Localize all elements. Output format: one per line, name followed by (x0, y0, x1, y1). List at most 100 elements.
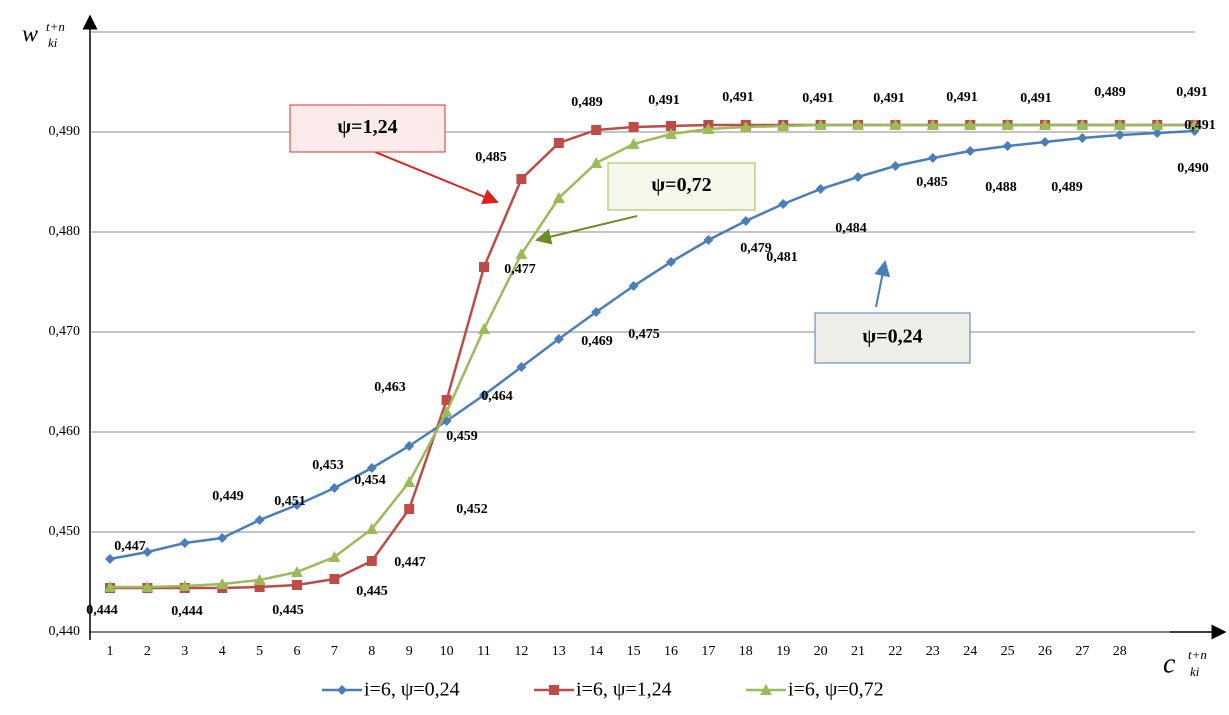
x-tick-label: 19 (776, 644, 790, 659)
marker (1113, 119, 1126, 130)
marker (1152, 128, 1163, 138)
x-tick-label: 1 (107, 644, 114, 659)
marker (778, 199, 789, 209)
x-tick-label: 18 (739, 644, 753, 659)
data-annotation: 0,469 (581, 334, 613, 349)
marker (404, 504, 415, 514)
x-tick-label: 17 (701, 644, 715, 659)
data-annotation: 0,475 (628, 327, 660, 342)
data-annotation: 0,452 (456, 502, 488, 517)
callout-box (289, 104, 446, 153)
data-annotation: 0,451 (274, 494, 306, 509)
marker (292, 500, 302, 510)
marker (590, 157, 603, 168)
data-annotation: 0,453 (312, 458, 344, 473)
data-annotation: 0,459 (446, 429, 478, 444)
marker (890, 161, 901, 171)
x-tick-label: 2 (144, 644, 151, 659)
y-tick-label: 0,440 (49, 624, 81, 639)
data-annotation: 0,491 (1184, 118, 1216, 133)
callout-label: ψ=0,24 (862, 326, 922, 348)
marker (1039, 119, 1051, 130)
legend-label: i=6, ψ=0,72 (788, 679, 884, 701)
x-tick-label: 25 (1001, 644, 1015, 659)
series-line (109, 129, 1195, 561)
data-annotation: 0,463 (374, 380, 406, 395)
y-tick-label: 0,470 (49, 324, 81, 339)
marker (178, 580, 191, 591)
callout-arrow (374, 151, 499, 205)
marker (404, 441, 415, 451)
y-axis-label-sup: t+n (46, 19, 65, 34)
marker (1188, 119, 1201, 130)
marker (254, 582, 265, 592)
marker (515, 248, 528, 259)
marker (516, 362, 527, 372)
marker (441, 395, 452, 405)
data-annotation: 0,488 (985, 180, 1017, 195)
data-annotation: 0,490 (1177, 161, 1209, 176)
marker (852, 119, 864, 130)
data-annotation: 0,491 (1176, 85, 1208, 100)
marker (665, 128, 677, 139)
data-annotation: 0,477 (504, 262, 536, 277)
marker (179, 538, 190, 548)
data-annotation: 0,447 (114, 539, 146, 554)
data-annotation: 0,444 (171, 604, 203, 619)
marker (1040, 137, 1050, 147)
marker (553, 138, 564, 148)
marker (1076, 119, 1089, 130)
marker (740, 216, 751, 226)
data-annotation: 0,491 (873, 91, 905, 106)
marker (479, 262, 489, 272)
marker (329, 483, 340, 493)
marker (815, 184, 826, 194)
x-tick-label: 10 (440, 644, 454, 659)
callout-label: ψ=0,72 (651, 174, 711, 196)
marker (1001, 119, 1014, 130)
callout-arrow (535, 215, 638, 245)
data-annotation: 0,454 (354, 473, 386, 488)
x-tick-label: 7 (331, 644, 338, 659)
marker (366, 556, 377, 566)
x-tick-label: 6 (294, 644, 301, 659)
x-axis-label-sup: t+n (1188, 647, 1207, 662)
data-annotation: 0,444 (86, 603, 118, 618)
marker (104, 581, 116, 592)
marker (549, 685, 559, 695)
x-tick-label: 26 (1038, 644, 1052, 659)
marker (927, 153, 938, 163)
callout-label: ψ=1,24 (337, 116, 397, 138)
data-annotation: 0,489 (1094, 85, 1126, 100)
marker (591, 307, 602, 317)
x-axis-label: c (1163, 648, 1176, 679)
data-annotation: 0,491 (722, 90, 754, 105)
data-annotation: 0,445 (272, 603, 304, 618)
x-tick-label: 4 (219, 644, 226, 659)
marker (216, 578, 229, 589)
marker (628, 281, 639, 291)
data-annotation: 0,484 (835, 221, 867, 236)
marker (478, 323, 490, 334)
x-tick-label: 9 (406, 644, 413, 659)
marker (479, 390, 489, 400)
marker (965, 146, 976, 156)
marker (553, 334, 564, 344)
series-line (110, 123, 1195, 589)
callout-box (607, 162, 756, 211)
x-tick-label: 21 (851, 644, 865, 659)
x-tick-label: 22 (888, 644, 902, 659)
x-tick-label: 5 (256, 644, 263, 659)
marker (739, 121, 752, 132)
marker (889, 119, 902, 130)
x-tick-label: 24 (963, 644, 977, 659)
marker (217, 533, 228, 543)
y-axis-label-sub: ki (48, 35, 58, 50)
marker (1151, 119, 1164, 130)
marker (964, 119, 977, 130)
marker (777, 120, 790, 131)
y-axis-label: w (22, 22, 38, 48)
marker (329, 574, 340, 584)
marker (1077, 133, 1088, 143)
data-annotation: 0,485 (916, 175, 948, 190)
